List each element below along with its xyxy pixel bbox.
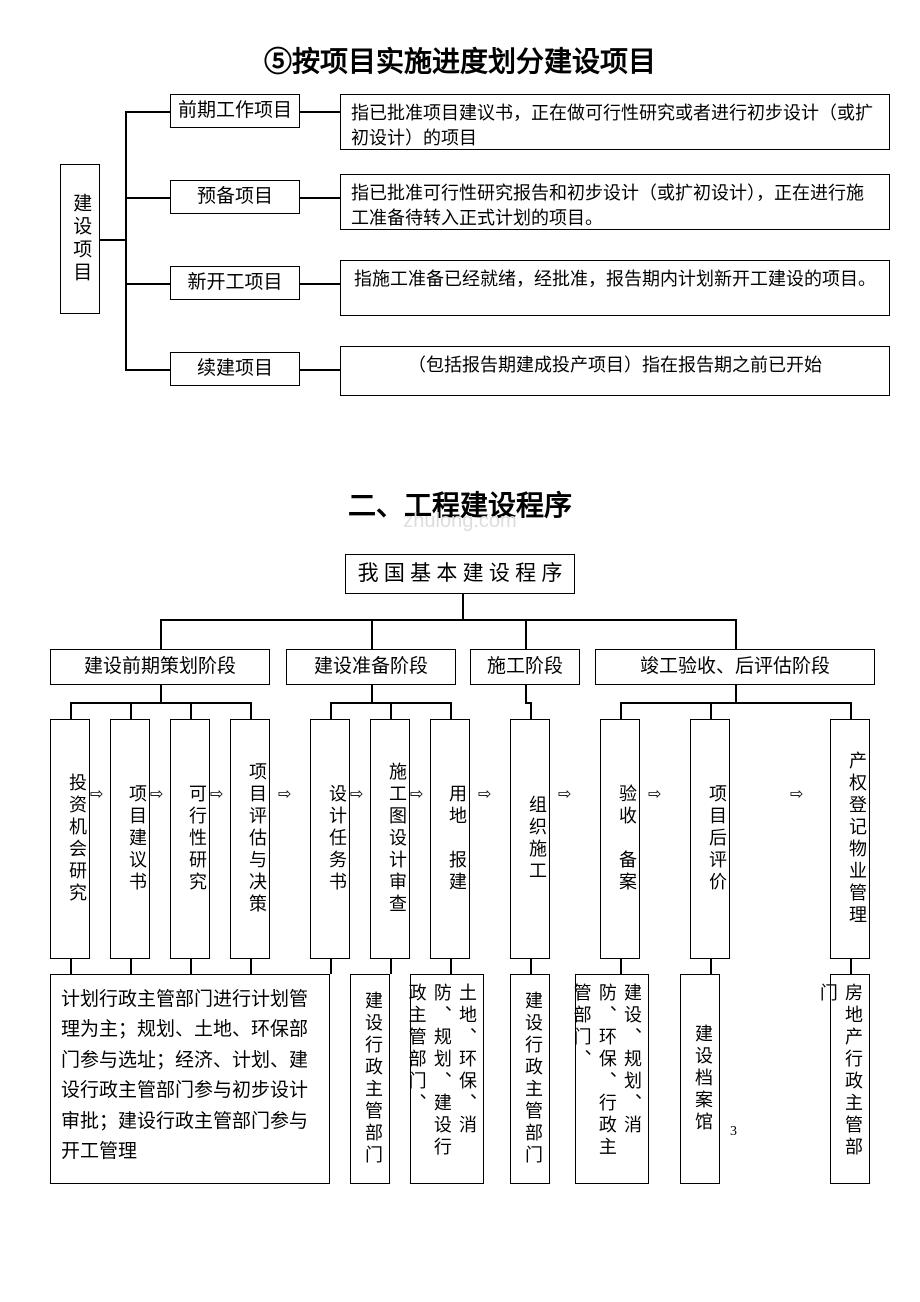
diagram-1: 建设项目 前期工作项目 指已批准项目建议书，正在做可行性研究或者进行初步设计（或扩… — [30, 94, 890, 434]
connector — [70, 959, 72, 974]
connector — [530, 959, 532, 974]
connector — [70, 702, 72, 719]
leaf-box: 设计任务书 — [310, 719, 350, 959]
connector — [125, 369, 170, 371]
connector — [710, 702, 712, 719]
connector — [125, 283, 170, 285]
connector — [735, 619, 737, 649]
arrow-icon: ⇨ — [90, 784, 103, 804]
arrow-icon: ⇨ — [478, 784, 491, 804]
arrow-icon: ⇨ — [150, 784, 163, 804]
leaf-box: 施工图设计审查 — [370, 719, 410, 959]
leaf-box: 项目评估与决策 — [230, 719, 270, 959]
bottom-box: 建设行政主管部门 — [350, 974, 390, 1184]
bottom-box: 房地产行政主管部门 — [830, 974, 870, 1184]
connector — [371, 619, 373, 649]
bottom-box: 计划行政主管部门进行计划管理为主；规划、土地、环保部门参与选址；经济、计划、建设… — [50, 974, 330, 1184]
connector — [850, 959, 852, 974]
arrow-icon: ⇨ — [278, 784, 291, 804]
leaf-box: 验收 备案 — [600, 719, 640, 959]
diagram-2: 我 国 基 本 建 设 程 序 3 建设前期策划阶段建设准备阶段施工阶段竣工验收… — [30, 554, 890, 1194]
connector — [125, 111, 127, 369]
stage-box: 施工阶段 — [470, 649, 580, 685]
connector — [70, 702, 250, 704]
description-box: 指已批准项目建议书，正在做可行性研究或者进行初步设计（或扩初设计）的项目 — [340, 94, 890, 150]
section1-title: ⑤按项目实施进度划分建设项目 — [30, 40, 890, 80]
connector — [160, 619, 162, 649]
connector — [620, 702, 622, 719]
bottom-box: 建设档案馆 — [680, 974, 720, 1184]
connector — [160, 619, 735, 621]
connector — [525, 619, 527, 649]
connector — [390, 959, 392, 974]
connector — [250, 959, 252, 974]
connector — [330, 702, 332, 719]
connector — [300, 369, 340, 371]
connector — [300, 111, 340, 113]
connector — [130, 959, 132, 974]
leaf-box: 产权登记物业管理 — [830, 719, 870, 959]
diagram1-root: 建设项目 — [60, 164, 100, 314]
arrow-icon: ⇨ — [648, 784, 661, 804]
description-box: 指已批准可行性研究报告和初步设计（或扩初设计），正在进行施工准备待转入正式计划的… — [340, 174, 890, 230]
stage-box: 建设前期策划阶段 — [50, 649, 270, 685]
category-box: 新开工项目 — [170, 266, 300, 300]
connector — [371, 685, 373, 702]
leaf-box: 组织施工 — [510, 719, 550, 959]
category-box: 续建项目 — [170, 352, 300, 386]
category-box: 预备项目 — [170, 180, 300, 214]
description-box: 指施工准备已经就绪，经批准，报告期内计划新开工建设的项目。 — [340, 260, 890, 316]
diagram2-root: 我 国 基 本 建 设 程 序 — [345, 554, 575, 594]
arrow-icon: ⇨ — [410, 784, 423, 804]
bottom-box: 土地、环保、消防、规划、建设行政主管部门、 — [410, 974, 484, 1184]
connector — [100, 239, 125, 241]
arrow-icon: ⇨ — [790, 784, 803, 804]
arrow-icon: ⇨ — [350, 784, 363, 804]
bottom-box: 建设行政主管部门 — [510, 974, 550, 1184]
connector — [735, 685, 737, 702]
connector — [190, 702, 192, 719]
connector — [330, 959, 332, 974]
connector — [125, 111, 170, 113]
connector — [462, 594, 464, 619]
watermark: zhulong.com — [403, 510, 516, 533]
connector — [710, 959, 712, 974]
connector — [125, 197, 170, 199]
category-box: 前期工作项目 — [170, 94, 300, 128]
bottom-box: 建设、规划、消防、环保、行政主管部门、 — [575, 974, 649, 1184]
leaf-box: 用地 报建 — [430, 719, 470, 959]
connector — [620, 959, 622, 974]
connector — [250, 702, 252, 719]
leaf-box: 项目建议书 — [110, 719, 150, 959]
arrow-icon: ⇨ — [558, 784, 571, 804]
connector — [530, 702, 532, 719]
leaf-box: 可行性研究 — [170, 719, 210, 959]
connector — [300, 197, 340, 199]
stage-box: 建设准备阶段 — [286, 649, 456, 685]
stage-box: 竣工验收、后评估阶段 — [595, 649, 875, 685]
connector — [160, 685, 162, 702]
connector — [525, 685, 527, 702]
connector — [390, 702, 392, 719]
connector — [620, 702, 850, 704]
connector — [850, 702, 852, 719]
leaf-box: 投资机会研究 — [50, 719, 90, 959]
page-number: 3 — [730, 1124, 737, 1140]
connector — [450, 702, 452, 719]
connector — [450, 959, 452, 974]
leaf-box: 项目后评价 — [690, 719, 730, 959]
connector — [190, 959, 192, 974]
description-box: （包括报告期建成投产项目）指在报告期之前已开始 — [340, 346, 890, 396]
connector — [300, 283, 340, 285]
connector — [130, 702, 132, 719]
arrow-icon: ⇨ — [210, 784, 223, 804]
